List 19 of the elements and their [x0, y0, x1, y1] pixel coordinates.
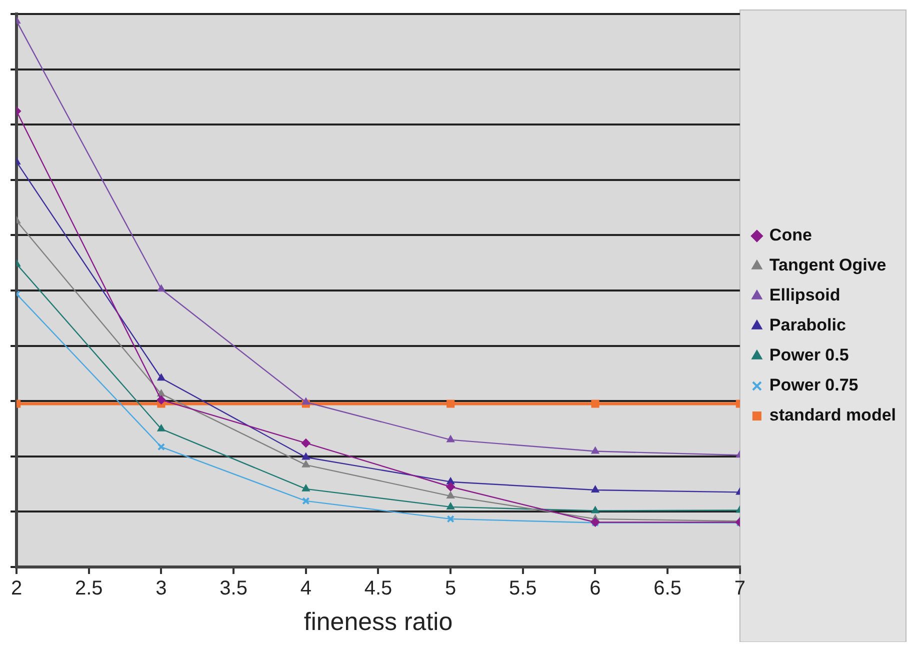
x-tick-label: 6.5 — [654, 578, 682, 600]
x-tick-label: 2.5 — [74, 578, 103, 600]
x-tick-label: 3 — [156, 578, 167, 600]
legend-label: Power 0.75 — [769, 376, 858, 395]
x-tick-label: 4 — [300, 578, 312, 600]
legend-label: Cone — [769, 226, 812, 245]
x-axis-title: fineness ratio — [304, 608, 453, 636]
x-tick-label: 4.5 — [364, 578, 392, 600]
x-tick-label: 5.5 — [509, 578, 537, 600]
legend-label: Ellipsoid — [769, 286, 840, 305]
legend-label: standard model — [769, 406, 896, 425]
x-tick-label: 6 — [590, 578, 601, 600]
legend-label: Tangent Ogive — [769, 256, 886, 275]
x-tick-label: 7 — [734, 578, 746, 600]
x-tick-label: 2 — [11, 578, 22, 600]
legend-label: Power 0.5 — [769, 346, 849, 365]
x-tick-label: 3.5 — [220, 578, 248, 600]
x-tick-label: 5 — [445, 578, 456, 600]
legend-label: Parabolic — [769, 316, 846, 335]
